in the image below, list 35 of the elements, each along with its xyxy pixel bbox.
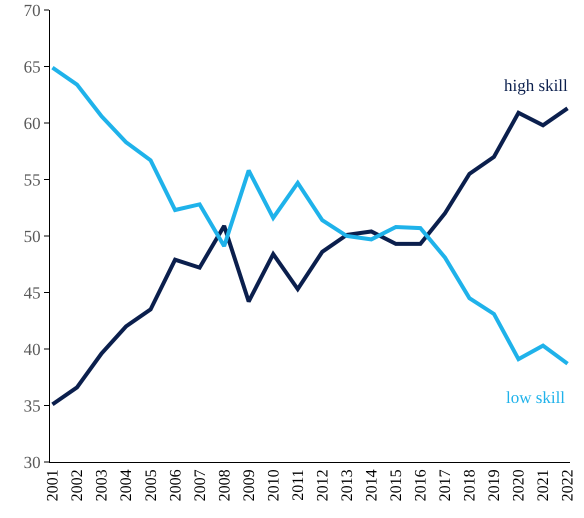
x-tick-label: 2014: [364, 469, 381, 502]
y-tick-label: 40: [24, 340, 41, 359]
line-series: [50, 106, 570, 406]
y-tick-label: 65: [24, 57, 41, 76]
x-tick-label: 2013: [338, 469, 356, 502]
y-tick-label: 35: [24, 396, 41, 416]
x-tick-label: 2005: [142, 469, 160, 502]
x-tick-label: 2002: [69, 469, 86, 502]
x-tick-label: 2020: [510, 469, 528, 502]
x-tick-label: 2022: [560, 469, 577, 502]
y-tick-label: 45: [24, 283, 41, 302]
x-tick-label: 2012: [314, 469, 332, 502]
x-tick-label: 2021: [535, 469, 552, 502]
x-tick-label: 2003: [94, 469, 111, 502]
x-tick-label: 2019: [486, 469, 504, 502]
x-tick-label: 2004: [118, 469, 136, 502]
x-tick-label: 2010: [265, 469, 282, 502]
y-tick-label: 30: [24, 452, 41, 472]
y-tick-label: 60: [24, 114, 41, 133]
line-series: [50, 66, 570, 366]
x-tick-label: 2007: [192, 469, 209, 502]
x-tick-label: 2016: [412, 469, 430, 502]
series-label: low skill: [506, 388, 566, 407]
y-tick-label: 70: [24, 0, 41, 20]
x-tick-label: 2009: [240, 469, 258, 502]
x-tick-label: 2008: [216, 469, 234, 502]
x-tick-label: 2017: [437, 469, 454, 502]
y-tick-label: 55: [24, 170, 41, 190]
series-label: high skill: [504, 76, 568, 95]
x-tick-label: 2015: [388, 469, 406, 502]
x-tick-label: 2001: [44, 469, 62, 502]
x-tick-label: 2018: [462, 469, 479, 502]
y-tick-label: 50: [24, 226, 41, 246]
x-tick-label: 2011: [290, 469, 307, 501]
x-tick-label: 2006: [167, 469, 184, 502]
